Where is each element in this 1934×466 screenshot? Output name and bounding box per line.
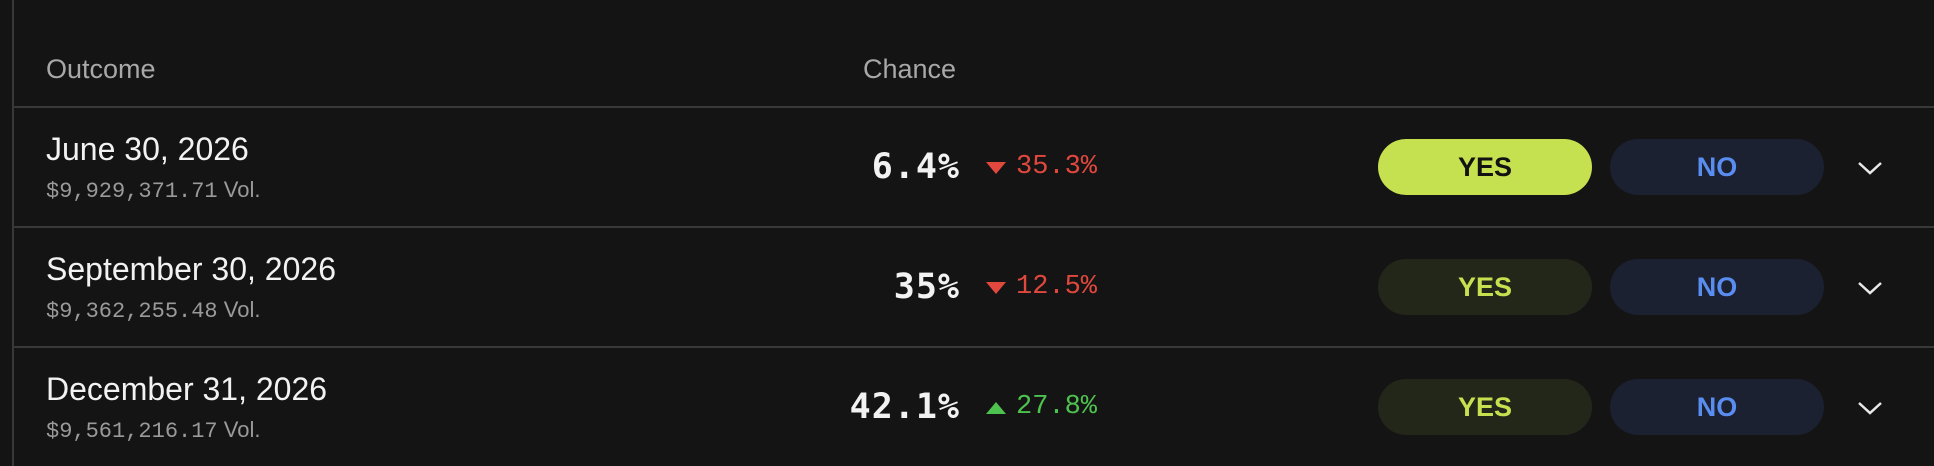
arrow-shape <box>986 402 1006 414</box>
volume-suffix: Vol. <box>223 417 261 442</box>
volume: $9,362,255.48 Vol. <box>46 297 260 324</box>
left-border <box>12 0 14 466</box>
header-rule <box>12 106 1934 108</box>
yes-button[interactable]: YES <box>1378 259 1592 315</box>
no-button[interactable]: NO <box>1610 259 1824 315</box>
chance: 35% <box>893 267 960 307</box>
yes-button[interactable]: YES <box>1378 379 1592 435</box>
header-outcome: Outcome <box>46 54 156 84</box>
expand-chevron[interactable] <box>1857 400 1883 416</box>
change-arrow <box>986 162 1006 174</box>
change: 12.5% <box>1016 272 1098 302</box>
change-arrow <box>986 282 1006 294</box>
volume-suffix: Vol. <box>223 177 261 202</box>
change: 27.8% <box>1016 392 1098 422</box>
yes-button[interactable]: YES <box>1378 139 1592 195</box>
header-chance: Chance <box>863 54 957 84</box>
row-rule <box>12 346 1934 348</box>
chevron-shape <box>1858 402 1882 415</box>
volume-amount: $9,362,255.48 <box>46 299 218 324</box>
expand-chevron[interactable] <box>1857 160 1883 176</box>
volume-suffix: Vol. <box>223 297 261 322</box>
chance: 6.4% <box>871 147 960 187</box>
chevron-shape <box>1858 162 1882 175</box>
chance: 42.1% <box>849 387 960 427</box>
outcome-title: September 30, 2026 <box>46 251 336 287</box>
change-arrow <box>986 402 1006 414</box>
outcome-title: June 30, 2026 <box>46 131 249 167</box>
expand-chevron[interactable] <box>1857 280 1883 296</box>
outcome-title: December 31, 2026 <box>46 371 328 407</box>
no-button[interactable]: NO <box>1610 139 1824 195</box>
volume: $9,929,371.71 Vol. <box>46 177 260 204</box>
arrow-shape <box>986 162 1006 174</box>
volume-amount: $9,561,216.17 <box>46 419 218 444</box>
volume-amount: $9,929,371.71 <box>46 179 218 204</box>
change: 35.3% <box>1016 152 1098 182</box>
chevron-shape <box>1858 282 1882 295</box>
arrow-shape <box>986 282 1006 294</box>
no-button[interactable]: NO <box>1610 379 1824 435</box>
row-rule <box>12 226 1934 228</box>
volume: $9,561,216.17 Vol. <box>46 417 260 444</box>
